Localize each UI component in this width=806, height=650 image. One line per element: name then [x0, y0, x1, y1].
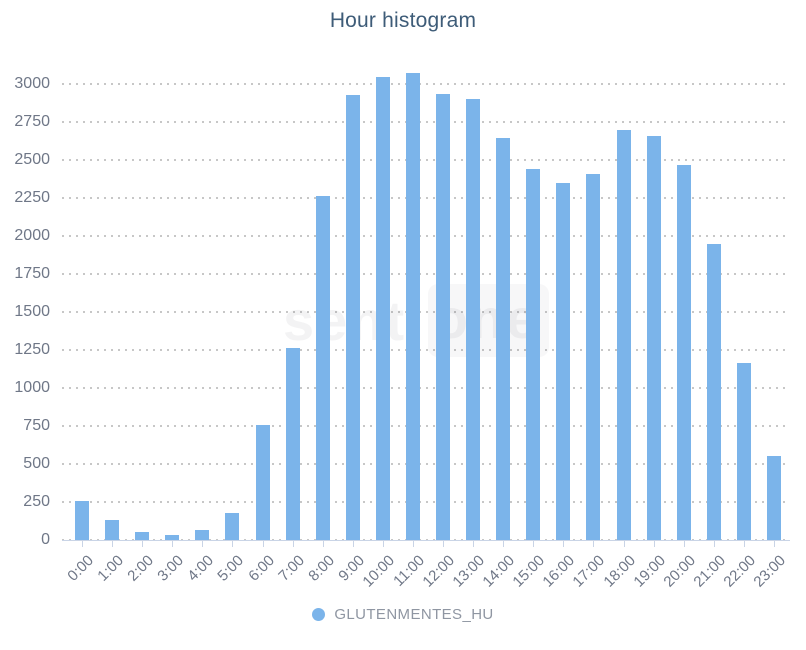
y-gridline — [62, 121, 790, 123]
y-axis-label: 500 — [23, 455, 50, 472]
y-axis-label: 2500 — [14, 151, 50, 168]
bar-13-00[interactable] — [466, 99, 480, 540]
x-axis-tick — [413, 541, 414, 547]
x-axis-tick — [172, 541, 173, 547]
bar-7-00[interactable] — [286, 348, 300, 540]
bar-4-00[interactable] — [195, 530, 209, 540]
bar-15-00[interactable] — [526, 169, 540, 540]
bar-3-00[interactable] — [165, 535, 179, 540]
x-axis-tick — [684, 541, 685, 547]
y-axis-label: 2750 — [14, 113, 50, 130]
x-axis-tick — [533, 541, 534, 547]
y-axis-label: 1000 — [14, 379, 50, 396]
x-axis-tick — [774, 541, 775, 547]
y-gridline — [62, 349, 790, 351]
legend-label: GLUTENMENTES_HU — [334, 606, 494, 623]
y-axis-label: 1250 — [14, 341, 50, 358]
y-axis-label: 3000 — [14, 75, 50, 92]
bar-21-00[interactable] — [707, 244, 721, 540]
y-axis-label: 2250 — [14, 189, 50, 206]
chart-title: Hour histogram — [329, 9, 477, 32]
x-axis-tick — [263, 541, 264, 547]
bar-16-00[interactable] — [556, 183, 570, 540]
x-axis-tick — [293, 541, 294, 547]
bar-22-00[interactable] — [737, 363, 751, 540]
x-axis-line — [62, 540, 790, 541]
y-gridline — [62, 311, 790, 313]
x-axis-tick — [563, 541, 564, 547]
x-axis-tick — [714, 541, 715, 547]
bar-14-00[interactable] — [496, 138, 510, 540]
x-axis-tick — [383, 541, 384, 547]
bar-17-00[interactable] — [586, 174, 600, 540]
y-axis-label: 750 — [23, 417, 50, 434]
bar-12-00[interactable] — [436, 94, 450, 540]
x-axis-tick — [323, 541, 324, 547]
bar-19-00[interactable] — [647, 136, 661, 540]
bar-5-00[interactable] — [225, 513, 239, 540]
x-axis-tick — [443, 541, 444, 547]
y-axis-label: 1750 — [14, 265, 50, 282]
bar-8-00[interactable] — [316, 196, 330, 540]
legend-marker-icon — [312, 608, 326, 621]
x-axis-tick — [112, 541, 113, 547]
y-gridline — [62, 197, 790, 199]
bar-18-00[interactable] — [617, 130, 631, 540]
x-axis-tick — [202, 541, 203, 547]
y-axis-label: 0 — [41, 531, 50, 548]
y-axis-label: 250 — [23, 493, 50, 510]
x-axis-tick — [473, 541, 474, 547]
y-gridline — [62, 83, 790, 85]
x-axis-tick — [624, 541, 625, 547]
x-axis-tick — [232, 541, 233, 547]
x-axis-tick — [593, 541, 594, 547]
y-axis-label: 2000 — [14, 227, 50, 244]
y-gridline — [62, 159, 790, 161]
y-gridline — [62, 235, 790, 237]
x-axis-tick — [353, 541, 354, 547]
y-gridline — [62, 273, 790, 275]
bar-2-00[interactable] — [135, 532, 149, 540]
bar-11-00[interactable] — [406, 73, 420, 540]
x-axis-tick — [82, 541, 83, 547]
bar-9-00[interactable] — [346, 95, 360, 540]
y-gridline — [62, 463, 790, 465]
bar-1-00[interactable] — [105, 520, 119, 540]
y-gridline — [62, 501, 790, 503]
bar-23-00[interactable] — [767, 456, 781, 540]
x-axis-tick — [744, 541, 745, 547]
x-axis-tick — [142, 541, 143, 547]
x-axis-tick — [654, 541, 655, 547]
bar-6-00[interactable] — [256, 425, 270, 540]
y-axis-label: 1500 — [14, 303, 50, 320]
bar-20-00[interactable] — [677, 165, 691, 540]
y-gridline — [62, 425, 790, 427]
legend-item-glutenmentes-hu[interactable]: GLUTENMENTES_HU — [0, 606, 806, 623]
bar-10-00[interactable] — [376, 77, 390, 540]
x-axis-tick — [503, 541, 504, 547]
y-gridline — [62, 387, 790, 389]
watermark-text-right: one — [428, 284, 550, 357]
bar-0-00[interactable] — [75, 501, 89, 540]
